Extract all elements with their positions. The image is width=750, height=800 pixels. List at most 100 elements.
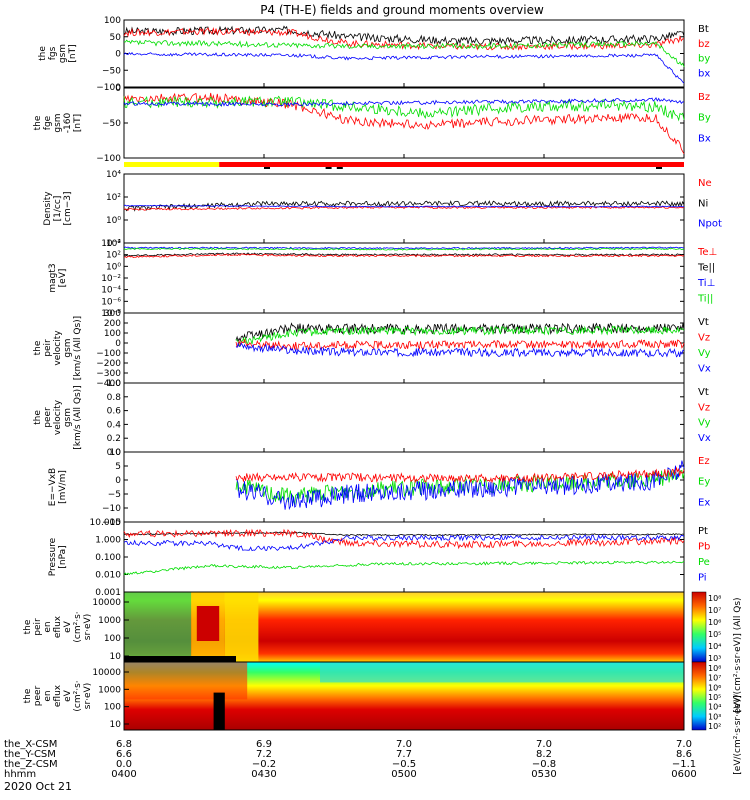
legend-entry: Ni [698,198,708,209]
legend-entry: Vz [698,402,710,413]
y-tick-label: −200 [96,359,121,369]
y-axis-label: velocity [53,399,63,435]
y-axis-label: [mV/m] [58,470,68,504]
legend-entry: Vz [698,333,710,344]
x-row-value: 0.0 [116,759,132,770]
legend-entry: Te|| [697,263,715,274]
legend-entry: Vy [698,418,711,429]
y-axis-label: the [23,688,33,703]
y-axis-label: velocity [53,330,63,366]
y-tick-label: 0.8 [107,393,122,403]
colorbar-tick-label: 10⁴ [708,642,721,651]
legend-entry: Vt [698,387,709,398]
y-axis-label: fge [43,115,53,130]
legend-entry: Bx [698,133,711,144]
y-axis-label: gsm [63,338,73,357]
y-axis-label: peir [43,339,53,357]
y-tick-label: 1000 [98,616,121,626]
y-tick-label: 100 [104,16,121,26]
series-Ti⊥-line [123,246,685,250]
panel-pressure: Pressure [nPa] 10.000 1.000 0.100 0.010 0.001 P… [48,518,710,598]
y-axis-label: E=−VxB [48,468,58,506]
colorbar-tick-label: 10⁵ [708,693,721,702]
y-axis-label: gsm [63,408,73,427]
y-tick-label: 0.100 [95,553,121,563]
y-tick-label: 10 [110,720,122,730]
y-axis-label: [nT] [68,44,78,62]
series-Vz-line [235,338,685,351]
y-axis-label: -160 [63,113,73,134]
x-row-value: 7.0 [676,739,692,750]
legend-entry: Vt [698,317,709,328]
legend-entry: By [698,113,711,124]
x-row-value: −1.1 [672,759,696,770]
y-tick-label: −50 [102,119,121,129]
y-tick-label: 0.2 [107,434,121,444]
y-tick-label: 1.0 [107,379,122,389]
legend-entry: Te⊥ [697,247,717,258]
y-axis-label: Pressure [48,537,58,576]
y-tick-label: 10⁻⁴ [101,286,121,296]
panel-peir-spectrogram: the peir en eflux eV (cm²·s· sr·eV)10000100010… [23,591,743,713]
mode-bar-segment [124,162,220,167]
legend-entry: Ey [698,477,710,488]
y-axis-label: en [43,621,53,632]
y-tick-label: 0.4 [107,420,122,430]
y-tick-label: 0 [115,476,121,486]
panel-fge-gsm: the fge gsm -160 [nT] 0 −50 −100 Bz By Bx [33,84,711,164]
y-tick-label: 0.6 [107,407,122,417]
y-tick-label: −15 [102,518,121,528]
y-axis-label: the [33,340,43,355]
y-axis-label: peer [33,685,43,706]
x-row-label: the_Y-CSM [4,749,56,760]
y-axis-label: magt3 [48,263,58,292]
colorbar-tick-label: 10⁴ [708,703,721,712]
legend-entry: Ti|| [697,294,713,305]
spectrogram-region [124,656,236,662]
series-Te⊥-line [123,253,685,259]
series-Bx-line [123,96,685,107]
series-Te||-line [123,252,685,257]
panel-density: Density [1/cc] [cm−3] 10⁴ 10² 10⁰ 10⁻² Ne Ni Npot [43,170,722,249]
y-axis-label: eflux [53,684,63,707]
colorbar [691,661,707,731]
y-tick-label: 10⁻² [101,239,121,249]
y-tick-label: 10 [110,652,122,662]
colorbar-tick-label: 10³ [708,712,721,721]
y-tick-label: 100 [104,703,121,713]
colorbar-tick-label: 10³ [708,654,721,663]
legend-entry: Vy [698,348,711,359]
x-row-value: 7.0 [396,739,412,750]
y-axis-label: gsm [58,44,68,63]
series-Pe-line [123,560,685,576]
x-row-value: 6.8 [116,739,132,750]
y-tick-label: 10⁻⁸ [101,309,121,319]
colorbar-label: [eV/(cm²·s·sr·eV)] [733,695,743,774]
y-axis-label: (cm²·s· [73,680,83,711]
spectrogram-region [320,662,684,683]
x-row-value: 0530 [531,769,556,780]
figure-title: P4 (TH-E) fields and ground moments over… [260,3,544,17]
series-Ti||-line [123,247,685,251]
y-tick-label: 0 [115,50,121,60]
y-tick-label: 10⁰ [106,262,121,272]
y-tick-label: 1.000 [95,536,121,546]
panel-peer-velocity: the peer velocity gsm [km/s (All Qs)] 1.0 0.8 0… [33,379,711,458]
x-row-value: −0.2 [252,759,276,770]
y-tick-label: 0 [115,84,121,94]
mode-bar-mark [336,167,343,169]
y-tick-label: 10⁰ [106,216,121,226]
panel-frame [123,19,685,88]
series-Pb-line [123,528,685,550]
colorbar-tick-label: 10⁷ [708,674,721,683]
series-By-line [123,95,685,122]
colorbar-label: [eV/(cm²·s·sr·eV)] (All Qs) [733,597,743,712]
y-tick-label: −300 [96,369,121,379]
series-by-line [123,39,685,68]
legend-entry: Ex [698,497,710,508]
y-tick-label: −100 [96,83,121,93]
y-axis-label: (cm²·s· [73,611,83,642]
y-tick-label: 10⁴ [106,239,121,249]
x-row-value: 7.7 [396,749,412,760]
